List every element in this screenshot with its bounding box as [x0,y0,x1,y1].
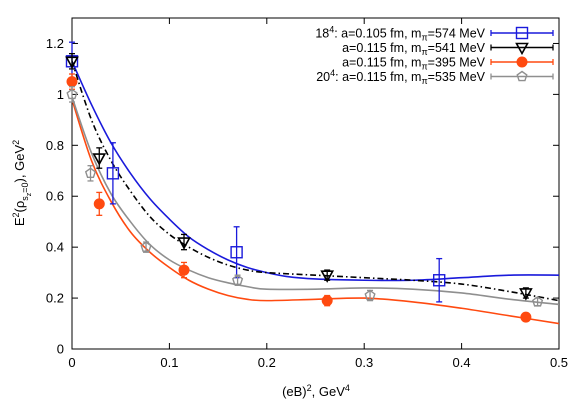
y-tick-label: 0.4 [46,240,64,255]
legend-label-series-2: a=0.115 fm, mπ=541 MeV [342,41,486,57]
marker [177,237,191,250]
plot-frame [71,17,560,350]
marker [65,56,79,69]
fit-curve-series-3 [72,99,559,325]
data-point-series-3 [321,294,333,307]
marker [92,153,107,166]
fit-curve-series-2 [72,61,559,302]
y-tick-label: 0.6 [46,189,64,204]
marker [66,88,78,100]
data-point-series-1 [106,142,120,205]
data-point-series-4 [84,165,97,182]
marker [230,246,243,259]
legend-marker-series-4 [516,70,528,82]
marker [66,76,78,88]
marker [520,311,532,323]
data-point-series-3 [520,311,532,323]
marker [321,295,333,307]
marker [84,167,97,179]
x-tick-label: 0.1 [160,355,178,370]
axis-ticks: 0 0.1 0.2 0.3 0.4 0.5 0 0.2 0.4 0.6 0.8 1 1.2 [46,18,568,370]
fit-curve-series-4 [72,96,559,306]
x-tick-label: 0.2 [258,355,276,370]
marker [231,274,244,285]
fit-curve-series-1 [72,60,559,282]
marker [519,288,533,301]
legend-marker-series-1 [515,26,529,40]
marker [432,274,446,287]
data-points [65,41,544,323]
data-point-series-2 [519,287,533,301]
data-point-series-4 [231,274,244,286]
x-axis-label: (eB)2, GeV4 [282,383,350,399]
marker [93,198,105,210]
data-point-series-3 [93,191,105,216]
legend-marker-series-3 [516,56,528,68]
data-point-series-4 [66,86,78,103]
data-point-series-1 [432,257,446,303]
data-point-series-3 [178,261,190,279]
data-point-series-4 [364,289,376,302]
y-tick-label: 1.2 [46,36,64,51]
y-tick-label: 0 [57,342,64,357]
marker [178,264,190,276]
legend-label-series-1: 184: a=0.105 fm, mπ=574 MeV [315,25,485,43]
data-point-series-2 [177,233,191,251]
marker [531,296,544,307]
marker [106,167,120,180]
y-tick-label: 1 [57,87,64,102]
y-tick-label: 0.8 [46,138,64,153]
x-tick-label: 0.4 [453,355,471,370]
x-tick-label: 0 [68,355,75,370]
data-point-series-1 [230,226,243,279]
fit-curves [72,60,559,325]
data-point-series-2 [92,147,107,169]
x-tick-label: 0.5 [550,355,568,370]
marker [140,241,152,252]
data-point-series-2 [65,52,79,70]
y-tick-label: 0.2 [46,291,64,306]
legend-marker-series-2 [515,42,529,56]
data-point-series-4 [140,241,152,253]
legend-label-series-3: a=0.115 fm, mπ=395 MeV [342,56,486,72]
x-tick-label: 0.3 [355,355,373,370]
data-point-series-2 [320,269,335,283]
y-axis-label: E2(ρsz=0), GeV2 [11,140,33,226]
data-point-series-4 [531,296,544,307]
legend-label-series-4: 204: a=0.115 fm, mπ=535 MeV [316,68,485,86]
marker [320,270,335,283]
marker [364,289,376,301]
